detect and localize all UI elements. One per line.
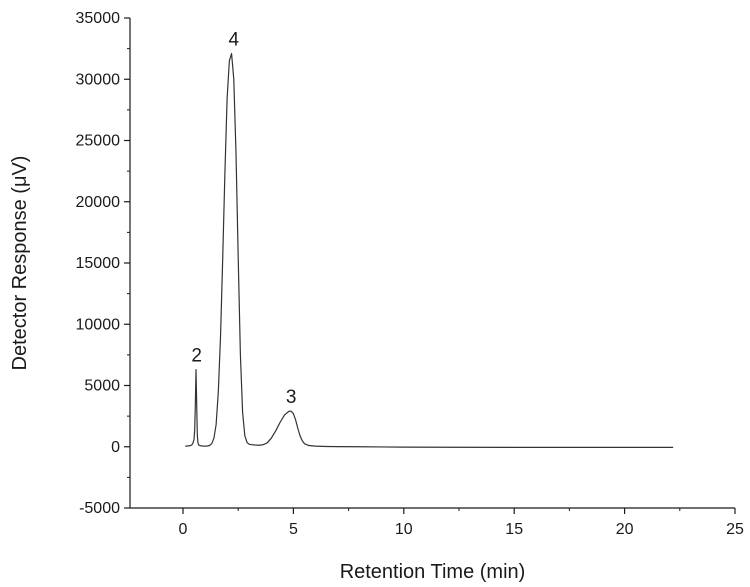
series	[185, 52, 674, 448]
y-tick-label: 15000	[76, 255, 121, 272]
chromatogram-trace	[185, 52, 674, 448]
x-tick-label: 5	[289, 521, 298, 538]
x-tick-label: 20	[616, 521, 634, 538]
y-tick-label: 35000	[76, 10, 121, 27]
y-tick-label: 30000	[76, 71, 121, 88]
x-tick-label: 0	[179, 521, 188, 538]
axes	[129, 18, 735, 509]
x-axis-title: Retention Time (min)	[340, 561, 526, 583]
x-tick-label: 25	[726, 521, 744, 538]
peak-label-2: 2	[191, 346, 202, 367]
y-tick-label: 0	[111, 439, 120, 456]
y-tick-label: 20000	[76, 194, 121, 211]
peak-label-3: 3	[286, 387, 297, 408]
y-tick-label: 25000	[76, 133, 121, 150]
y-axis-title: Detector Response (μV)	[9, 156, 31, 371]
peak-label-4: 4	[228, 30, 239, 51]
x-tick-label: 10	[395, 521, 413, 538]
ticks: 0 5 10 15 20 25 -5000 0 5000 10000 15000 20000 25000…	[76, 10, 745, 538]
y-tick-label: 5000	[84, 378, 120, 395]
y-tick-label: 10000	[76, 316, 121, 333]
y-tick-label: -5000	[79, 500, 120, 517]
peak-labels: 2 4 3	[191, 30, 296, 409]
x-tick-label: 15	[505, 521, 523, 538]
